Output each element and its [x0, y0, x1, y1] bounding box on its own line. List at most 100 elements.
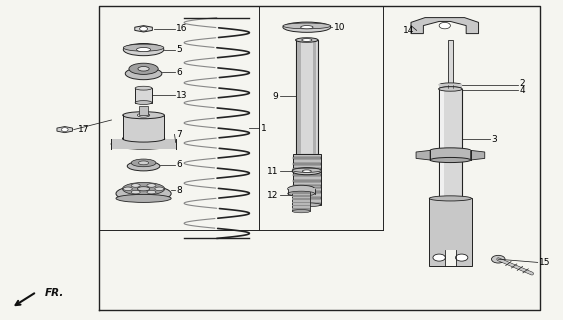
Bar — [123, 116, 164, 139]
Ellipse shape — [131, 184, 140, 187]
Bar — [297, 40, 301, 154]
Ellipse shape — [430, 148, 471, 153]
Text: 9: 9 — [272, 92, 278, 100]
Bar — [292, 192, 310, 194]
Bar — [445, 250, 456, 266]
Ellipse shape — [155, 187, 164, 190]
Circle shape — [491, 255, 505, 263]
Ellipse shape — [116, 186, 171, 202]
Ellipse shape — [123, 44, 164, 51]
Bar — [135, 88, 152, 102]
Text: 8: 8 — [176, 186, 182, 195]
Ellipse shape — [296, 38, 318, 42]
Text: 16: 16 — [176, 24, 187, 33]
Bar — [292, 192, 310, 211]
Ellipse shape — [123, 112, 164, 119]
Ellipse shape — [116, 195, 171, 203]
Text: 3: 3 — [491, 135, 497, 144]
Ellipse shape — [122, 182, 165, 195]
Text: FR.: FR. — [45, 288, 64, 299]
Ellipse shape — [123, 187, 132, 190]
Circle shape — [439, 22, 450, 29]
Ellipse shape — [137, 48, 151, 52]
Bar — [293, 203, 321, 205]
Text: 17: 17 — [78, 125, 89, 134]
Ellipse shape — [429, 196, 472, 201]
Ellipse shape — [125, 68, 162, 80]
Ellipse shape — [283, 22, 331, 32]
Bar — [293, 174, 321, 176]
Bar — [111, 139, 176, 149]
Text: 1: 1 — [261, 124, 266, 132]
Bar — [293, 197, 321, 199]
Bar — [293, 180, 321, 182]
Text: 6: 6 — [176, 68, 182, 76]
Text: 13: 13 — [176, 91, 187, 100]
Bar — [293, 157, 321, 159]
Ellipse shape — [301, 26, 313, 29]
Ellipse shape — [123, 44, 164, 56]
Text: 4: 4 — [520, 86, 525, 95]
Polygon shape — [57, 126, 73, 133]
Bar — [292, 205, 310, 206]
Text: 5: 5 — [176, 45, 182, 54]
Ellipse shape — [147, 184, 156, 187]
Polygon shape — [411, 18, 479, 34]
Ellipse shape — [135, 86, 152, 90]
Text: 11: 11 — [267, 167, 278, 176]
Ellipse shape — [439, 83, 462, 87]
Ellipse shape — [293, 203, 321, 207]
Ellipse shape — [127, 161, 160, 171]
Bar — [430, 198, 472, 266]
Ellipse shape — [131, 190, 140, 194]
Bar — [293, 163, 321, 165]
Ellipse shape — [283, 23, 331, 29]
Bar — [293, 168, 321, 171]
Ellipse shape — [302, 170, 311, 172]
Ellipse shape — [122, 135, 165, 142]
Bar — [293, 191, 321, 193]
Bar — [292, 198, 310, 200]
Bar — [292, 208, 310, 210]
Bar — [439, 89, 462, 198]
Ellipse shape — [439, 87, 462, 91]
Ellipse shape — [430, 157, 471, 163]
Circle shape — [140, 27, 148, 31]
Ellipse shape — [138, 67, 149, 71]
Bar — [292, 202, 310, 203]
Ellipse shape — [439, 87, 462, 91]
Polygon shape — [135, 26, 153, 32]
Text: 10: 10 — [334, 23, 345, 32]
Bar — [448, 40, 453, 85]
Bar — [139, 106, 148, 115]
Ellipse shape — [288, 191, 315, 196]
Circle shape — [61, 128, 68, 132]
Ellipse shape — [292, 168, 321, 172]
Ellipse shape — [137, 187, 150, 191]
Bar — [439, 84, 462, 88]
Text: 6: 6 — [176, 160, 182, 169]
Ellipse shape — [129, 63, 158, 75]
Bar — [440, 89, 444, 198]
Ellipse shape — [138, 161, 149, 165]
Ellipse shape — [288, 185, 315, 192]
Ellipse shape — [111, 139, 176, 149]
Bar — [296, 40, 318, 154]
Bar — [288, 188, 315, 194]
Text: 15: 15 — [539, 258, 551, 267]
Text: 12: 12 — [267, 191, 278, 200]
Polygon shape — [471, 150, 485, 160]
Circle shape — [433, 254, 445, 261]
Bar — [293, 186, 321, 188]
Bar — [313, 40, 316, 154]
Ellipse shape — [302, 39, 312, 42]
Ellipse shape — [135, 101, 152, 104]
Ellipse shape — [292, 210, 310, 213]
Bar — [292, 195, 310, 197]
Bar — [293, 154, 321, 205]
Ellipse shape — [147, 190, 156, 194]
Ellipse shape — [292, 168, 321, 175]
Ellipse shape — [137, 113, 150, 117]
Text: 7: 7 — [176, 130, 182, 139]
Text: 2: 2 — [520, 79, 525, 88]
